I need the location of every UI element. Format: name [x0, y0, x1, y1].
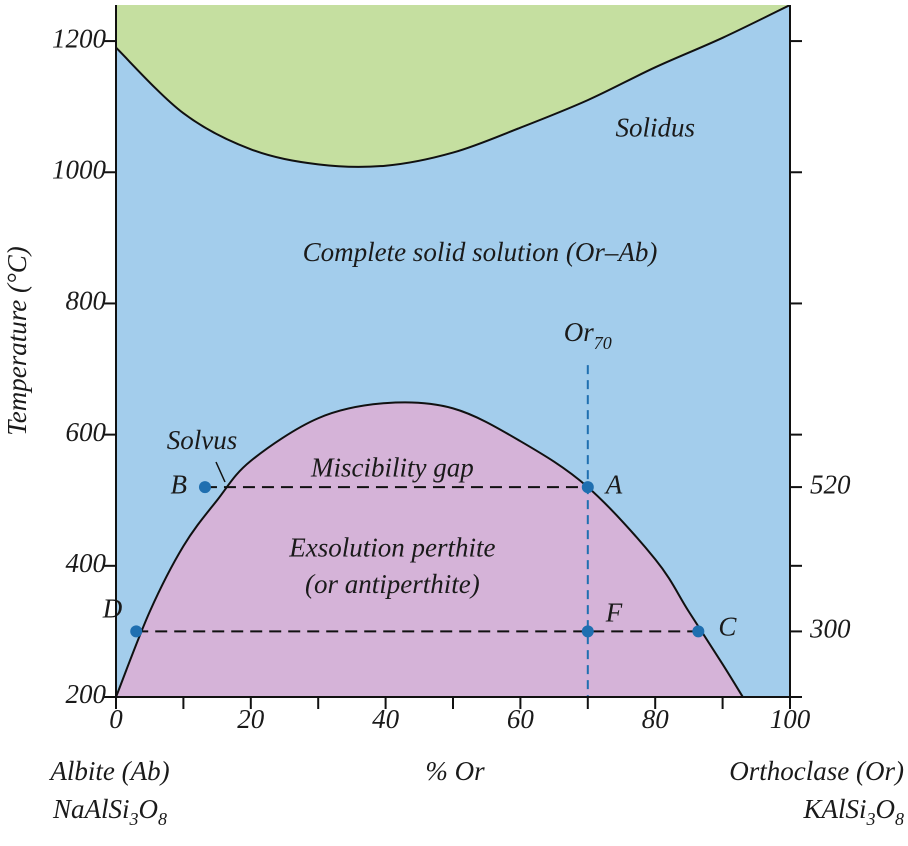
y-tick-label: 400 — [66, 548, 107, 578]
x-tick-label: 100 — [770, 704, 811, 734]
liquid-field — [116, 5, 790, 167]
y-tick-label: 1200 — [52, 23, 107, 53]
endmember-name: Albite (Ab) — [48, 756, 169, 786]
plot-area — [116, 5, 790, 697]
miscibility-gap-field — [116, 402, 743, 697]
composition-label: Or70 — [564, 317, 612, 353]
y-tick-label: 1000 — [52, 154, 107, 184]
point — [581, 481, 594, 494]
point — [581, 625, 594, 638]
formula-part: KAlSi — [802, 794, 866, 824]
solvus-leader — [215, 461, 226, 483]
point-label: B — [170, 469, 187, 499]
region-label: Complete solid solution (Or–Ab) — [303, 237, 658, 267]
point-label: C — [718, 612, 737, 642]
formula-part: O — [139, 794, 159, 824]
solidus-curve — [116, 5, 790, 168]
formula-subscript: 8 — [895, 809, 904, 829]
point-label: A — [604, 469, 623, 499]
region-label: Miscibility gap — [310, 452, 474, 482]
x-tick-label: 0 — [109, 704, 123, 734]
point — [198, 481, 211, 494]
point-label: F — [605, 598, 623, 628]
solvus-curve — [116, 401, 744, 697]
composition-label-sub: 70 — [594, 333, 612, 353]
formula-subscript: 3 — [129, 809, 139, 829]
region-label: Exsolution perthite — [288, 532, 495, 562]
point-label: D — [102, 594, 123, 624]
formula-part: NaAlSi — [52, 794, 130, 824]
y-tick-label: 200 — [66, 679, 107, 709]
x-tick-label: 40 — [372, 704, 400, 734]
x-axis-label: % Or — [425, 756, 485, 786]
y-tick-label: 600 — [66, 417, 107, 447]
point — [130, 625, 143, 638]
y2-tick-label: 520 — [810, 469, 851, 499]
formula-subscript: 3 — [866, 809, 876, 829]
endmember-formula: NaAlSi3O8 — [52, 794, 167, 829]
composition-label-main: Or — [564, 317, 594, 347]
x-tick-label: 60 — [507, 704, 535, 734]
region-label: Solidus — [615, 112, 695, 142]
solvus-label: Solvus — [167, 425, 238, 455]
formula-part: O — [876, 794, 896, 824]
endmember-name: Orthoclase (Or) — [729, 756, 904, 786]
x-tick-label: 20 — [237, 704, 265, 734]
region-label: (or antiperthite) — [305, 569, 480, 599]
endmember-formula: KAlSi3O8 — [802, 794, 904, 829]
y-axis-label: Temperature (°C) — [2, 246, 32, 436]
overlay: Or70 A B C D F Solidus Complete solid solution … — [2, 5, 904, 829]
x-tick-label: 80 — [642, 704, 670, 734]
formula-subscript: 8 — [158, 809, 167, 829]
point — [692, 625, 705, 638]
y-tick-label: 800 — [66, 286, 107, 316]
y2-tick-label: 300 — [809, 614, 851, 644]
